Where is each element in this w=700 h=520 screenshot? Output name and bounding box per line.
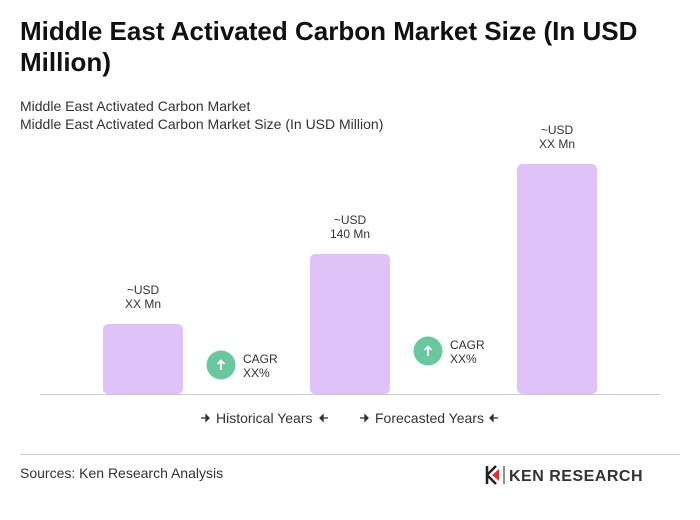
period-label: Forecasted Years [375,410,484,426]
cagr-arrow [216,359,226,370]
brand: KEN RESEARCH [509,468,643,485]
period-label: Historical Years [216,410,313,426]
bar [310,254,390,394]
value-label: ~USD XX Mn [125,283,161,311]
brand-logo [485,465,505,485]
value-label: ~USD XX Mn [539,123,575,151]
chart-title: Middle East Activated Carbon Market Size… [20,16,638,77]
bar [517,164,597,394]
value-label: ~USD 140 Mn [330,213,370,241]
source: Sources: Ken Research Analysis [20,465,223,481]
cagr-label: CAGR XX% [243,352,278,380]
title-box: Middle East Activated Carbon Market Size… [20,16,638,77]
cagr-arrow [423,345,433,356]
subtitle: Middle East Activated Carbon Market Size… [20,116,383,132]
cagr-label: CAGR XX% [450,338,485,366]
subtitle: Middle East Activated Carbon Market [20,98,250,114]
bar [103,324,183,394]
period-arrows [201,413,498,423]
